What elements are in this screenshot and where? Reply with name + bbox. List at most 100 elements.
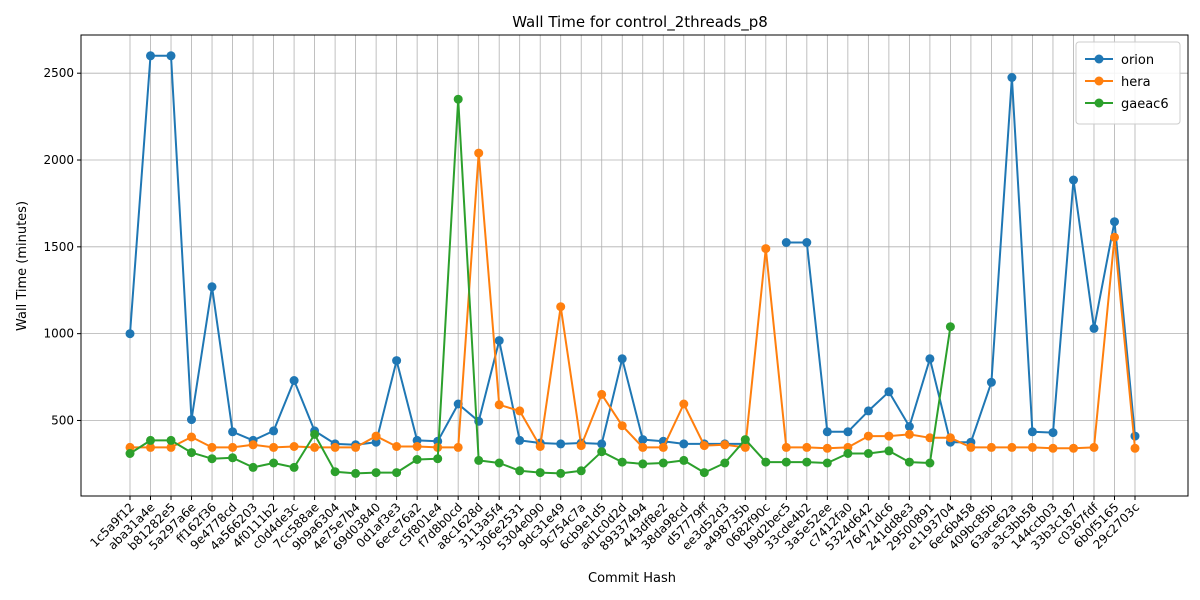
data-point-gaeac6	[884, 446, 894, 456]
data-point-hera	[679, 399, 689, 409]
data-point-gaeac6	[843, 449, 853, 458]
data-point-hera	[474, 148, 484, 158]
y-axis-label: Wall Time (minutes)	[15, 201, 30, 331]
data-point-orion	[207, 282, 217, 292]
data-point-orion	[638, 435, 648, 445]
data-point-hera	[945, 433, 955, 443]
data-point-gaeac6	[392, 468, 402, 478]
data-point-gaeac6	[597, 447, 607, 457]
data-point-orion	[904, 422, 914, 431]
data-point-hera	[412, 442, 422, 451]
data-point-gaeac6	[351, 468, 361, 478]
legend-entry-orion: orion	[1121, 53, 1154, 68]
legend-entry-hera: hera	[1121, 75, 1151, 90]
data-point-hera	[1110, 232, 1119, 242]
data-point-gaeac6	[617, 457, 627, 467]
data-point-hera	[802, 442, 812, 452]
data-point-hera	[146, 442, 155, 452]
y-tick-label: 1500	[43, 240, 74, 254]
data-point-hera	[1007, 442, 1017, 452]
y-tick-label: 500	[51, 413, 74, 427]
x-axis-label: Commit Hash	[588, 571, 676, 586]
data-point-gaeac6	[925, 458, 935, 468]
data-point-hera	[720, 440, 730, 450]
legend-entry-gaeac6: gaeac6	[1121, 97, 1169, 112]
data-point-gaeac6	[945, 322, 955, 332]
data-point-gaeac6	[187, 448, 196, 458]
data-point-orion	[556, 439, 566, 449]
data-point-orion	[843, 427, 853, 437]
data-point-gaeac6	[740, 435, 750, 445]
data-point-hera	[351, 442, 361, 452]
data-point-gaeac6	[269, 458, 279, 468]
data-point-hera	[289, 442, 299, 451]
data-point-orion	[146, 51, 155, 61]
data-point-hera	[884, 431, 894, 441]
data-point-orion	[863, 406, 873, 416]
data-point-gaeac6	[802, 457, 812, 467]
series-line-orion	[786, 76, 1136, 444]
data-point-hera	[1069, 443, 1078, 453]
data-point-hera	[638, 442, 648, 452]
data-point-gaeac6	[576, 466, 586, 476]
data-point-orion	[597, 439, 607, 449]
data-point-hera	[1089, 442, 1099, 452]
data-point-gaeac6	[494, 458, 504, 468]
data-point-hera	[576, 441, 586, 451]
data-point-hera	[822, 443, 832, 453]
data-point-hera	[556, 302, 566, 312]
data-point-hera	[535, 442, 545, 451]
data-point-orion	[925, 354, 935, 364]
y-axis: 500 1000 1500 2000 2500	[43, 66, 81, 427]
data-point-hera	[1130, 443, 1140, 453]
data-point-gaeac6	[535, 468, 545, 478]
data-point-orion	[802, 238, 812, 247]
data-point-orion	[1069, 175, 1078, 185]
data-point-gaeac6	[166, 435, 176, 445]
data-point-gaeac6	[433, 454, 443, 464]
data-point-hera	[515, 406, 525, 416]
data-point-orion	[515, 435, 525, 445]
data-point-hera	[248, 440, 258, 450]
data-point-gaeac6	[781, 457, 791, 467]
data-point-hera	[207, 442, 217, 452]
data-point-gaeac6	[904, 457, 914, 467]
data-point-orion	[125, 329, 135, 339]
data-point-orion	[884, 387, 894, 397]
data-point-orion	[289, 376, 299, 385]
data-point-hera	[1027, 442, 1037, 452]
data-point-hera	[392, 442, 402, 451]
data-point-hera	[228, 442, 238, 452]
data-point-gaeac6	[822, 458, 832, 468]
data-point-orion	[228, 427, 238, 437]
legend-marker-hera	[1094, 76, 1104, 86]
data-point-hera	[761, 244, 771, 254]
data-point-gaeac6	[556, 468, 566, 478]
data-point-gaeac6	[720, 458, 730, 468]
series-layer	[125, 51, 1140, 478]
data-point-gaeac6	[330, 467, 340, 477]
x-axis: 1c5a9f12aba31a4eb81282e55a297a6eff162f36…	[87, 496, 1142, 553]
plot-frame	[80, 34, 1189, 497]
data-point-hera	[330, 442, 340, 452]
y-tick-label: 2000	[43, 153, 74, 167]
data-point-hera	[494, 400, 504, 410]
chart-title: Wall Time for control_2threads_p8	[512, 13, 768, 32]
data-point-gaeac6	[310, 429, 320, 439]
data-point-hera	[863, 431, 873, 441]
data-point-gaeac6	[761, 457, 771, 467]
data-point-gaeac6	[289, 462, 299, 472]
data-point-gaeac6	[515, 466, 525, 476]
data-point-gaeac6	[699, 468, 709, 478]
data-point-orion	[1089, 323, 1099, 333]
data-point-orion	[1027, 427, 1037, 437]
data-point-orion	[1048, 428, 1058, 438]
data-point-gaeac6	[658, 458, 668, 468]
series-gaeac6	[125, 94, 955, 478]
legend-marker-gaeac6	[1094, 98, 1104, 108]
data-point-orion	[166, 51, 176, 61]
data-point-hera	[617, 421, 627, 431]
data-point-orion	[822, 427, 832, 437]
data-point-orion	[986, 377, 996, 387]
